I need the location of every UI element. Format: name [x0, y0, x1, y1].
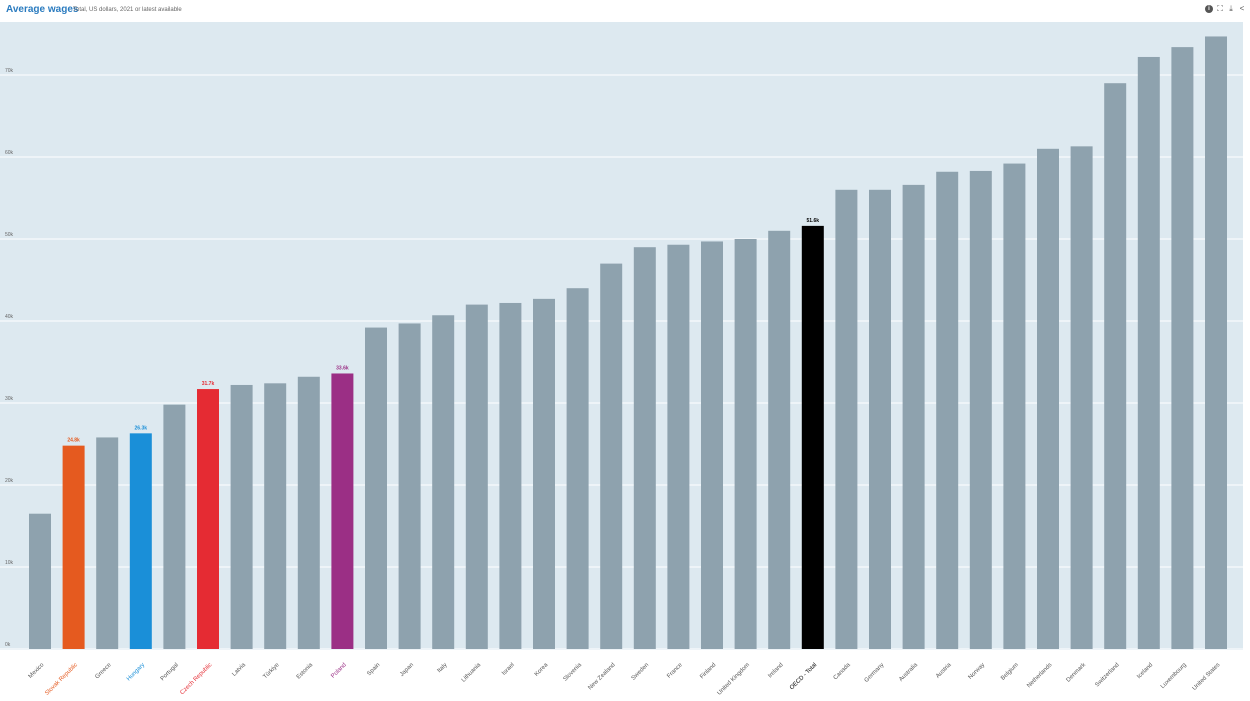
x-tick-label: Lithuania [461, 662, 483, 684]
bar [869, 189, 891, 650]
bar [62, 445, 85, 649]
info-icon[interactable]: i [1205, 5, 1213, 13]
chart-title: Average wages [6, 4, 79, 15]
bar [432, 315, 455, 649]
bar [230, 384, 253, 649]
bar [768, 230, 791, 650]
bar [398, 323, 421, 649]
bar [264, 383, 287, 649]
x-tick-label: Sweden [631, 662, 651, 682]
bar [297, 376, 320, 649]
chart-header: Average wages Total, US dollars, 2021 or… [0, 0, 1250, 20]
x-tick-label: New Zealand [587, 662, 616, 691]
x-tick-label: Iceland [1136, 662, 1154, 680]
x-tick-label: Denmark [1066, 661, 1088, 683]
bar-chart: 0k 10k 20k 30k 40k 50k 60k 70k Mexico 24.8k Slovak… [0, 22, 1243, 697]
x-tick-label: Czech Republic [179, 662, 213, 696]
bar [1003, 163, 1026, 649]
bar [163, 404, 186, 649]
x-tick-label: Italy [437, 662, 449, 674]
bar [1037, 148, 1059, 650]
share-icon[interactable]: < [1239, 4, 1245, 13]
bar [701, 241, 723, 649]
x-tick-label: Austria [935, 662, 953, 680]
x-tick-label: Australia [898, 662, 919, 683]
x-tick-label: OECD - Total [789, 662, 818, 691]
y-tick-label: 20k [5, 478, 14, 484]
data-label: 31.7k [202, 381, 215, 387]
data-label: 33.6k [336, 365, 349, 371]
data-label: 51.6k [807, 218, 820, 224]
x-tick-label: Portugal [160, 662, 180, 682]
x-tick-label: Japan [399, 662, 415, 678]
x-tick-label: Israel [501, 662, 516, 677]
x-tick-label: Estonia [296, 662, 315, 681]
x-tick-label: Canada [833, 662, 853, 682]
x-tick-label: Luxembourg [1160, 662, 1188, 690]
bar [1070, 146, 1093, 649]
x-tick-label: Poland [330, 662, 347, 679]
y-tick-label: 50k [5, 232, 14, 238]
x-tick-label: Slovak Republic [44, 662, 79, 697]
x-tick-label: Greece [94, 662, 113, 681]
bar [936, 171, 959, 649]
x-tick-label: Latvia [231, 662, 247, 678]
x-tick-label: Germany [864, 662, 886, 684]
y-tick-label: 60k [5, 150, 14, 156]
toolbar: i ⛶ ⤓ < [1205, 5, 1246, 13]
y-tick-label: 40k [5, 314, 14, 320]
bar [197, 389, 219, 649]
bar [365, 327, 387, 649]
x-tick-label: Finland [699, 662, 717, 680]
bar [1104, 83, 1127, 649]
expand-icon[interactable]: ⛶ [1217, 4, 1223, 13]
bar [600, 263, 623, 649]
x-tick-label: Türkiye [262, 662, 281, 681]
bar [129, 433, 152, 649]
y-tick-label: 70k [5, 68, 14, 74]
bar [667, 244, 690, 650]
bar [1171, 47, 1194, 650]
bar [533, 298, 555, 649]
x-tick-label: Korea [534, 662, 550, 678]
download-icon[interactable]: ⤓ [1229, 4, 1233, 13]
bar [902, 184, 925, 649]
data-label: 26.3k [135, 425, 148, 431]
y-tick-label: 30k [5, 396, 14, 402]
x-tick-label: Hungary [126, 662, 146, 682]
bar [734, 239, 757, 649]
bar [969, 170, 992, 649]
x-tick-label: Spain [366, 662, 381, 677]
x-tick-label: Belgium [1000, 662, 1020, 682]
bar [331, 373, 354, 649]
bar [566, 288, 589, 649]
bar [1205, 36, 1227, 649]
bar [465, 304, 488, 649]
y-tick-label: 0k [5, 642, 11, 648]
x-tick-label: Switzerland [1094, 662, 1120, 688]
y-tick-label: 10k [5, 560, 14, 566]
bar [835, 189, 858, 650]
x-tick-label: United States [1192, 662, 1222, 692]
x-tick-label: France [666, 662, 684, 680]
bar [633, 247, 656, 649]
bar [1137, 56, 1160, 649]
bar [96, 437, 119, 649]
data-label: 24.8k [67, 438, 80, 444]
chart-subtitle: Total, US dollars, 2021 or latest availa… [73, 7, 182, 13]
bar [801, 225, 824, 649]
bar [29, 513, 51, 649]
bar [499, 302, 522, 649]
x-tick-label: United Kingdom [717, 662, 751, 696]
x-tick-label: Netherlands [1026, 662, 1053, 689]
x-tick-label: Slovenia [562, 662, 583, 683]
x-tick-label: Ireland [767, 662, 784, 679]
x-tick-label: Mexico [28, 662, 46, 680]
x-tick-label: Norway [968, 662, 987, 681]
